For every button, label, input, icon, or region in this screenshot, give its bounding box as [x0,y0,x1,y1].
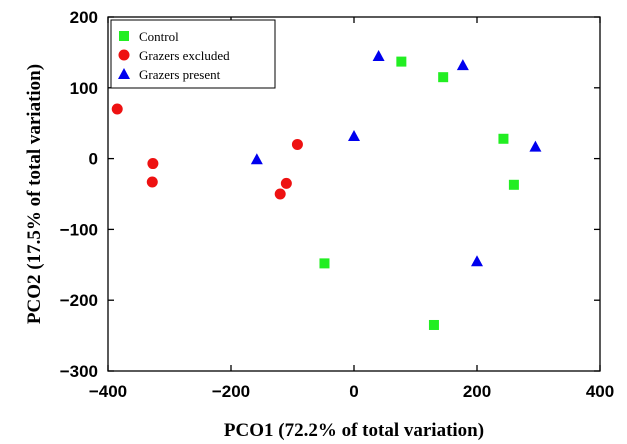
grazers-excluded-point [291,138,303,150]
legend-label-control: Control [139,29,179,44]
legend-label-grazers-excluded: Grazers excluded [139,48,230,63]
y-axis-title: PCO2 (17.5% of total variation) [24,64,45,324]
control-point [508,179,519,190]
x-axis-title: PCO1 (72.2% of total variation) [224,420,484,441]
legend-marker-grazers-present [118,68,130,79]
legend-marker-grazers-excluded [118,49,130,61]
control-point [396,56,407,67]
y-tick-label: −300 [60,362,98,381]
grazers-present-point [456,59,469,71]
x-tick-label: 200 [463,382,491,401]
grazers-present-point [372,49,385,61]
control-point [498,133,509,144]
y-tick-label: 200 [70,8,98,27]
legend-box [110,19,276,89]
legend-items: Control Grazers excluded Grazers present [118,29,230,82]
y-tick-label: 100 [70,79,98,98]
control-point [438,72,449,83]
axis-tick-labels: −400 −200 0 200 400 −300 −200 −100 0 100 200 [60,8,614,401]
y-tick-label: −100 [60,220,98,239]
x-tick-label: −200 [212,382,250,401]
grazers-excluded-point [111,103,123,115]
grazers-excluded-point [147,158,159,170]
x-tick-label: −400 [89,382,127,401]
legend-marker-control [119,31,129,41]
data-points [111,49,542,330]
y-tick-label: −200 [60,291,98,310]
x-tick-label: 400 [586,382,614,401]
grazers-excluded-point [146,176,158,188]
y-tick-label: 0 [89,150,98,169]
grazers-present-point [348,129,360,141]
control-point [428,319,439,330]
legend: Control Grazers excluded Grazers present [110,19,276,89]
grazers-excluded-point [274,188,286,200]
grazers-present-point [529,140,542,152]
control-point [319,258,330,269]
grazers-present-point [250,153,263,165]
grazers-excluded-point [280,177,292,189]
x-tick-label: 0 [349,382,358,401]
grazers-present-point [471,255,483,267]
legend-label-grazers-present: Grazers present [139,67,221,82]
